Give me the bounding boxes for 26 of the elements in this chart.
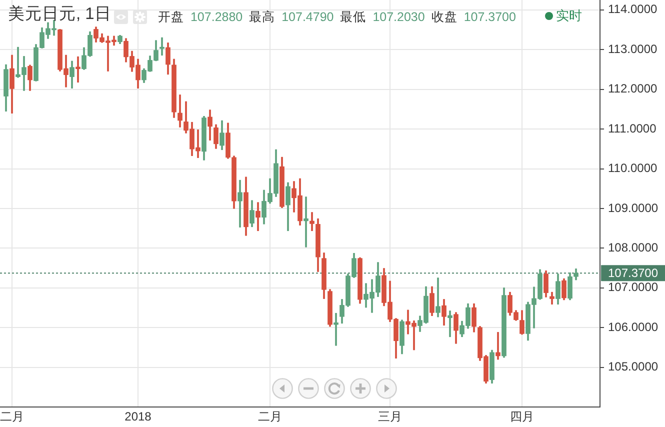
candlestick — [160, 37, 164, 56]
y-tick-label: 108.0000 — [608, 240, 658, 254]
annotation: 实时 — [556, 8, 582, 24]
y-tick-label: 106.0000 — [608, 320, 658, 334]
x-tick-label: 四月 — [510, 410, 534, 424]
ref-line-label: 107.3700 — [608, 266, 658, 280]
candlestick — [304, 196, 308, 248]
candlestick — [76, 56, 80, 83]
text: 开盘 107.2880 最高 107.4790 最低 107.2030 收盘 107.3700 — [158, 10, 516, 24]
candlestick — [310, 212, 314, 232]
candlestick — [496, 332, 500, 360]
y-tick-label: 109.0000 — [608, 200, 658, 215]
x-tick-label: 二月 — [258, 410, 282, 424]
y-tick-label: 114.0000 — [608, 2, 658, 16]
y-tick-label: 113.0000 — [608, 42, 658, 56]
x-tick-label: 三月 — [378, 410, 402, 424]
x-tick-label: 2018 — [124, 410, 152, 424]
y-tick-label: 112.0000 — [608, 82, 658, 96]
y-tick-label: 111.0000 — [608, 121, 657, 136]
candlestick — [448, 310, 452, 338]
x-tick-label: 二月 — [0, 410, 24, 424]
candlestick — [334, 312, 338, 346]
y-tick-label: 105.0000 — [608, 360, 658, 374]
y-tick-label: 107.0000 — [608, 280, 658, 294]
chart-title: 美元日元, 1日 — [8, 4, 112, 24]
y-tick-label: 110.0000 — [608, 161, 658, 176]
